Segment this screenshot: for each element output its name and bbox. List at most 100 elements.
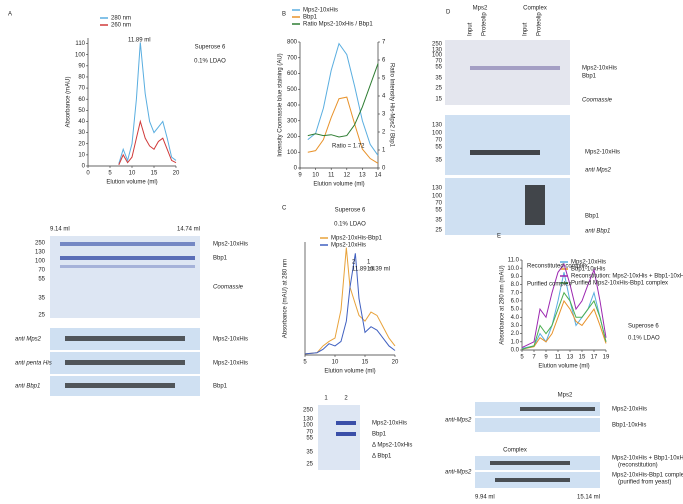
- y-tick-label: 5.0: [511, 307, 520, 313]
- chart-title: Superose 6: [195, 45, 226, 51]
- x-tick-label: 10: [312, 173, 319, 179]
- x-axis-label: Elution volume (ml): [106, 180, 157, 186]
- gel-label: Bbp1: [585, 214, 600, 220]
- x-tick-label: 9: [298, 173, 302, 179]
- y-tick-label: 90: [78, 63, 85, 69]
- gel-label: 35: [306, 450, 313, 456]
- gel-label: anti-Mps2: [445, 470, 472, 476]
- gel-label: 25: [38, 313, 45, 319]
- y-tick-label: 0: [294, 166, 298, 172]
- x-tick-label: 7: [532, 355, 536, 361]
- gel-label: Coomassie: [213, 285, 244, 291]
- blot-band: [525, 185, 545, 225]
- x-tick-label: 0: [86, 171, 90, 177]
- x-tick-label: 12: [343, 173, 350, 179]
- y2-tick-label: 2: [382, 130, 386, 136]
- line-series: [304, 253, 396, 355]
- panel-letter: A: [8, 12, 12, 18]
- axis: [304, 242, 395, 356]
- gel-label: 100: [432, 131, 443, 137]
- gel-label: Mps2-10xHis-Bbp1 complex: [612, 473, 683, 479]
- gel-label: 14.74 ml: [177, 227, 200, 233]
- y-tick-label: 10.0: [507, 266, 519, 272]
- gel-label: Mps2: [558, 393, 573, 399]
- y-tick-label: 60: [78, 97, 85, 103]
- gel-label: Mps2-10xHis: [213, 337, 248, 343]
- gel-label: 70: [435, 138, 442, 144]
- y-axis-label: Intensity Coomassie blue staining (AU): [278, 53, 284, 156]
- y2-axis-label: Ratio Intensity His-Mps2 / Bbp1: [388, 63, 394, 148]
- gel-label: 35: [38, 296, 45, 302]
- gel-label: 250: [432, 42, 443, 48]
- y-tick-label: 9.0: [511, 274, 520, 280]
- annotation: Reconstituted complex: [527, 264, 588, 270]
- y-tick-label: 30: [78, 130, 85, 136]
- gel-label: 70: [435, 59, 442, 65]
- gel-a-coomassie: [50, 236, 200, 318]
- x-tick-label: 20: [392, 360, 399, 366]
- gel-label: Bbp1-10xHis: [612, 423, 646, 429]
- gel-label: Bbp1: [582, 74, 597, 80]
- x-tick-label: 10: [129, 171, 136, 177]
- y-tick-label: 800: [287, 40, 298, 46]
- y-tick-label: 6.0: [511, 298, 520, 304]
- gel-label: 9.94 ml: [475, 495, 495, 501]
- y-tick-label: 10: [78, 152, 85, 158]
- y-tick-label: 7.0: [511, 290, 520, 296]
- gel-label: Mps2-10xHis + Bbp1-10xHis: [612, 456, 683, 462]
- axis: [87, 38, 176, 167]
- chart-title: Superose 6: [628, 324, 659, 330]
- gel-label: 70: [306, 430, 313, 436]
- panel-letter: E: [497, 234, 501, 240]
- x-tick-label: 5: [303, 360, 307, 366]
- gel-label: 55: [435, 145, 442, 151]
- gel-label: Mps2-10xHis: [213, 361, 248, 367]
- y-tick-label: 4.0: [511, 315, 520, 321]
- y-tick-label: 600: [287, 71, 298, 77]
- gel-label: 55: [435, 208, 442, 214]
- gel-label: (purified from yeast): [618, 480, 671, 486]
- blot-band: [520, 407, 595, 411]
- gel-label: 100: [35, 259, 46, 265]
- x-axis-label: Elution volume (ml): [324, 369, 375, 375]
- panel-letter: B: [282, 12, 286, 18]
- gel-label: 100: [303, 423, 314, 429]
- annotation: 11.89 ml: [128, 38, 151, 44]
- legend-label: Reconstitution: Mps2-10xHis + Bbp1-10xHi…: [571, 274, 683, 280]
- y2-tick-label: 5: [382, 76, 386, 82]
- gel-label: 130: [35, 250, 46, 256]
- gel-label: 15.14 ml: [577, 495, 600, 501]
- line-series: [521, 262, 607, 348]
- y2-tick-label: 3: [382, 112, 386, 118]
- y-tick-label: 0: [82, 164, 86, 170]
- y-tick-label: 8.0: [511, 282, 520, 288]
- gel-label: Mps2-10xHis: [612, 407, 647, 413]
- gel-label: anti penta His: [15, 361, 52, 367]
- line-series: [307, 96, 379, 164]
- gel-band: [60, 242, 195, 246]
- gel-label: 35: [435, 76, 442, 82]
- y-tick-label: 20: [78, 141, 85, 147]
- annotation: 11.89 ml: [352, 267, 375, 273]
- chart-subtitle: 0.1% LDAO: [334, 222, 366, 228]
- gel-label: anti-Mps2: [445, 418, 472, 424]
- y-tick-label: 100: [75, 52, 86, 58]
- gel-label: 130: [303, 417, 314, 423]
- gel-label: anti Mps2: [15, 337, 42, 343]
- line-series: [307, 42, 379, 156]
- gel-label: 55: [435, 65, 442, 71]
- legend-label: Bbp1-10xHis: [571, 267, 605, 273]
- gel-label: 25: [435, 86, 442, 92]
- x-tick-label: 9: [544, 355, 548, 361]
- gel-label: 25: [435, 228, 442, 234]
- gel-d: [445, 40, 570, 105]
- y2-tick-label: 0: [382, 166, 386, 172]
- gel-label: Mps2-10xHis: [585, 150, 620, 156]
- legend-label: 280 nm: [111, 16, 131, 22]
- y-tick-label: 11.0: [508, 258, 520, 264]
- gel-label: 35: [435, 218, 442, 224]
- y-tick-label: 200: [287, 134, 298, 140]
- chart-subtitle: 0.1% LDAO: [628, 336, 660, 342]
- legend-label: Bbp1: [303, 15, 318, 21]
